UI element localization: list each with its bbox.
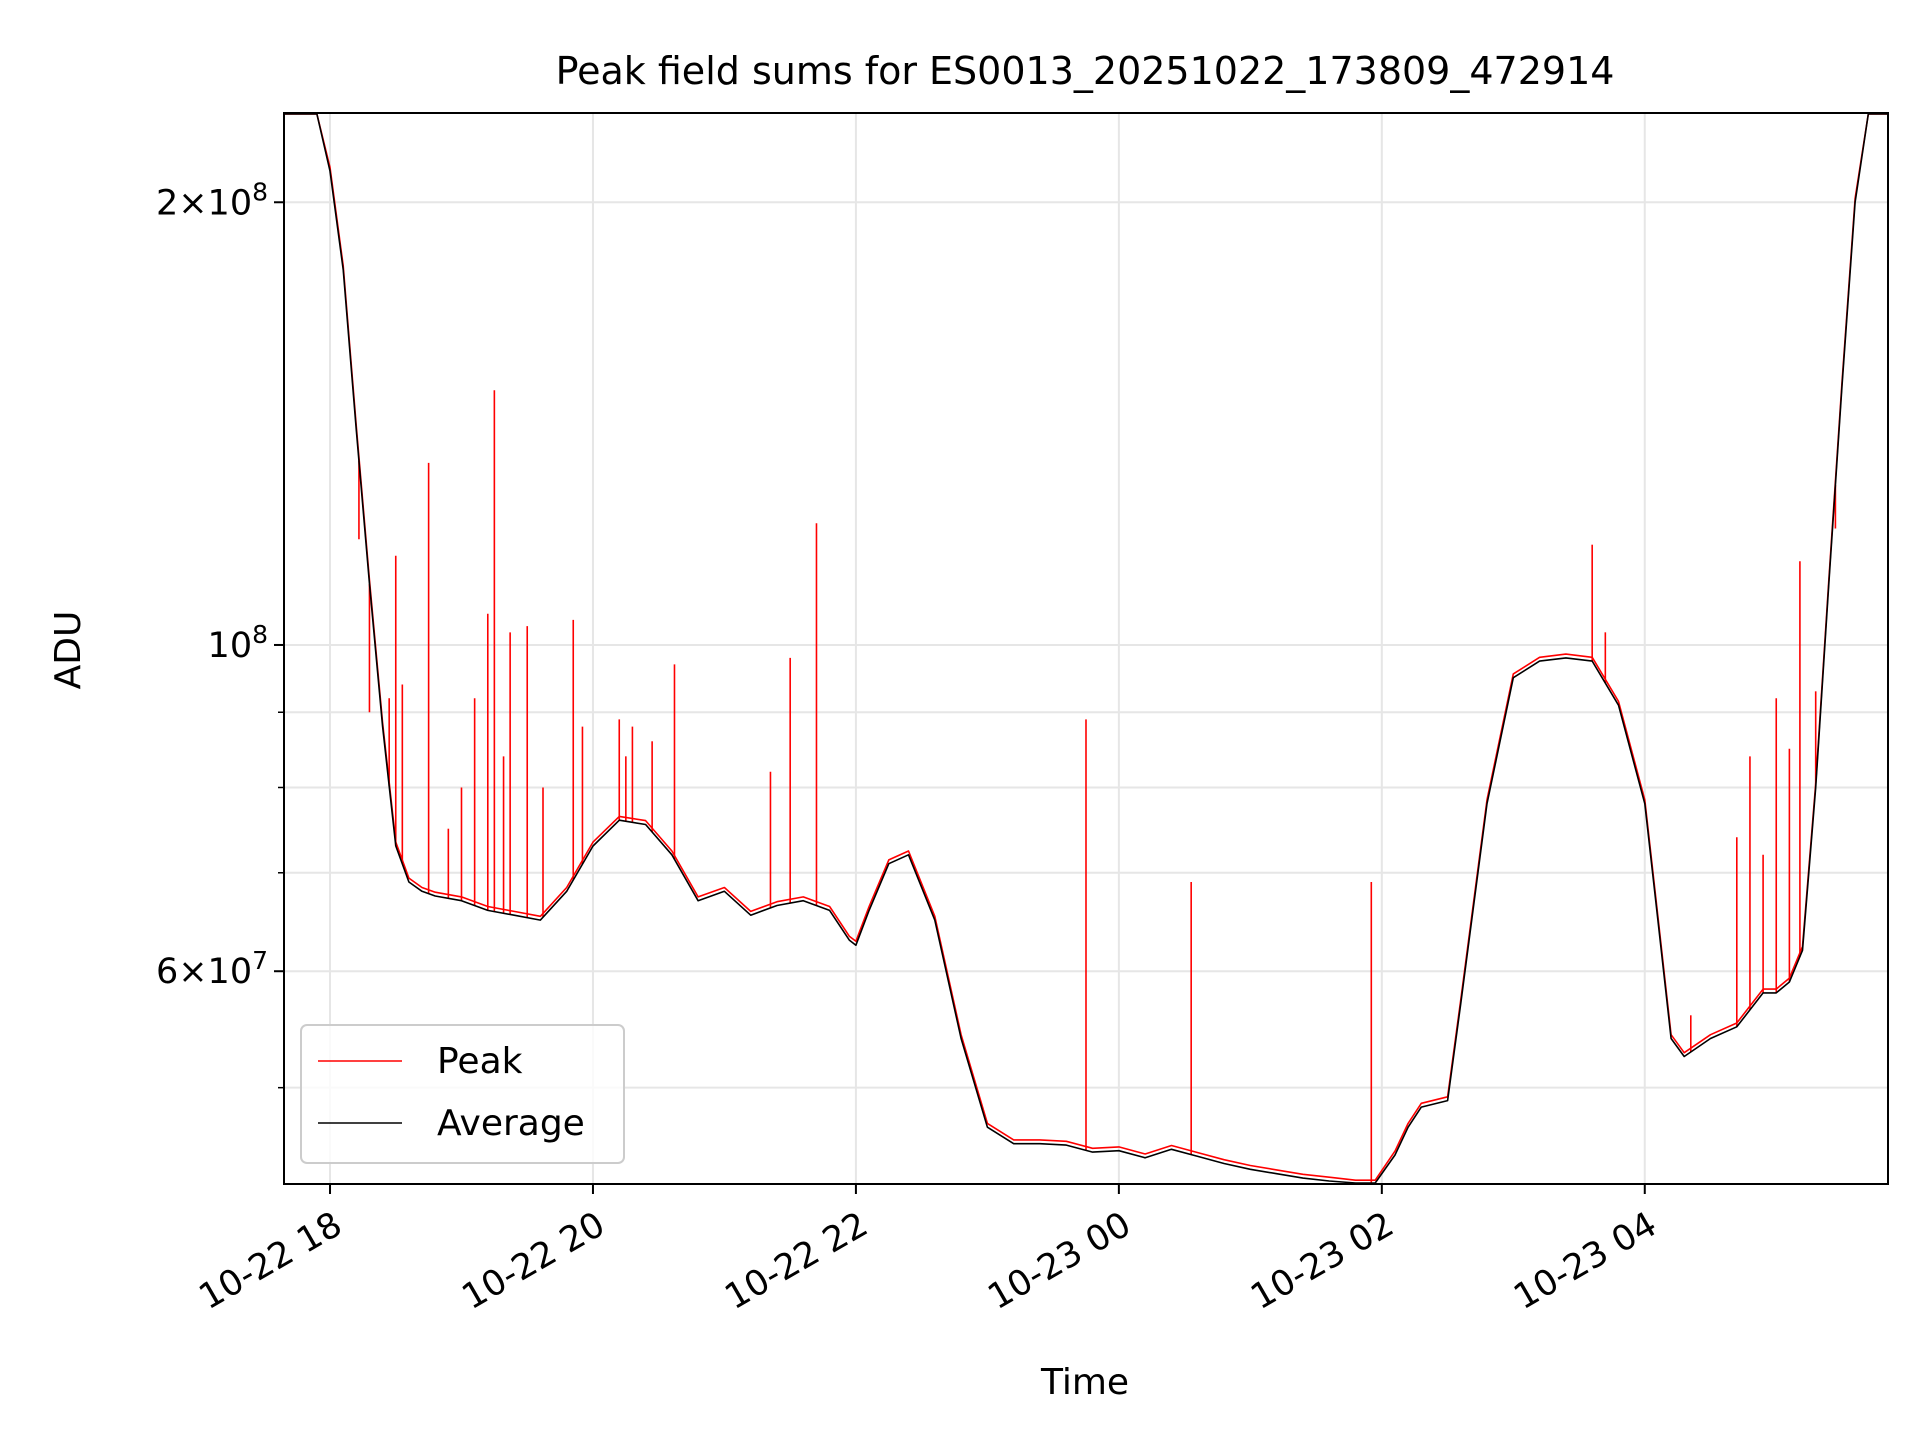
series-peak-line [284,113,1888,1181]
chart-title: Peak field sums for ES0013_20251022_1738… [556,49,1615,93]
legend: Peak Average [300,1024,625,1164]
x-axis: 10-22 18 10-22 20 10-22 22 10-23 00 10-23 02… [193,1184,1664,1318]
x-tick-label: 10-23 00 [981,1205,1137,1318]
plot-frame [283,112,1889,1185]
y-axis-label: ADU [48,611,89,690]
x-tick-label: 10-22 20 [456,1205,612,1318]
legend-peak-label: Peak [437,1041,523,1082]
x-tick-label: 10-22 18 [193,1205,349,1318]
y-tick-label: 108 [208,620,268,666]
x-tick-label: 10-23 04 [1507,1205,1663,1318]
series-average-line [284,113,1888,1184]
legend-average-label: Average [437,1103,585,1144]
y-tick-label: 2×108 [156,177,268,223]
series-layer [284,113,1888,1184]
x-tick-label: 10-22 22 [719,1205,875,1318]
x-axis-label: Time [1040,1362,1129,1403]
y-axis: 6×107 108 2×108 [156,177,284,1089]
y-tick-label: 6×107 [156,946,268,992]
legend-box [300,1024,625,1164]
x-tick-label: 10-23 02 [1244,1205,1400,1318]
